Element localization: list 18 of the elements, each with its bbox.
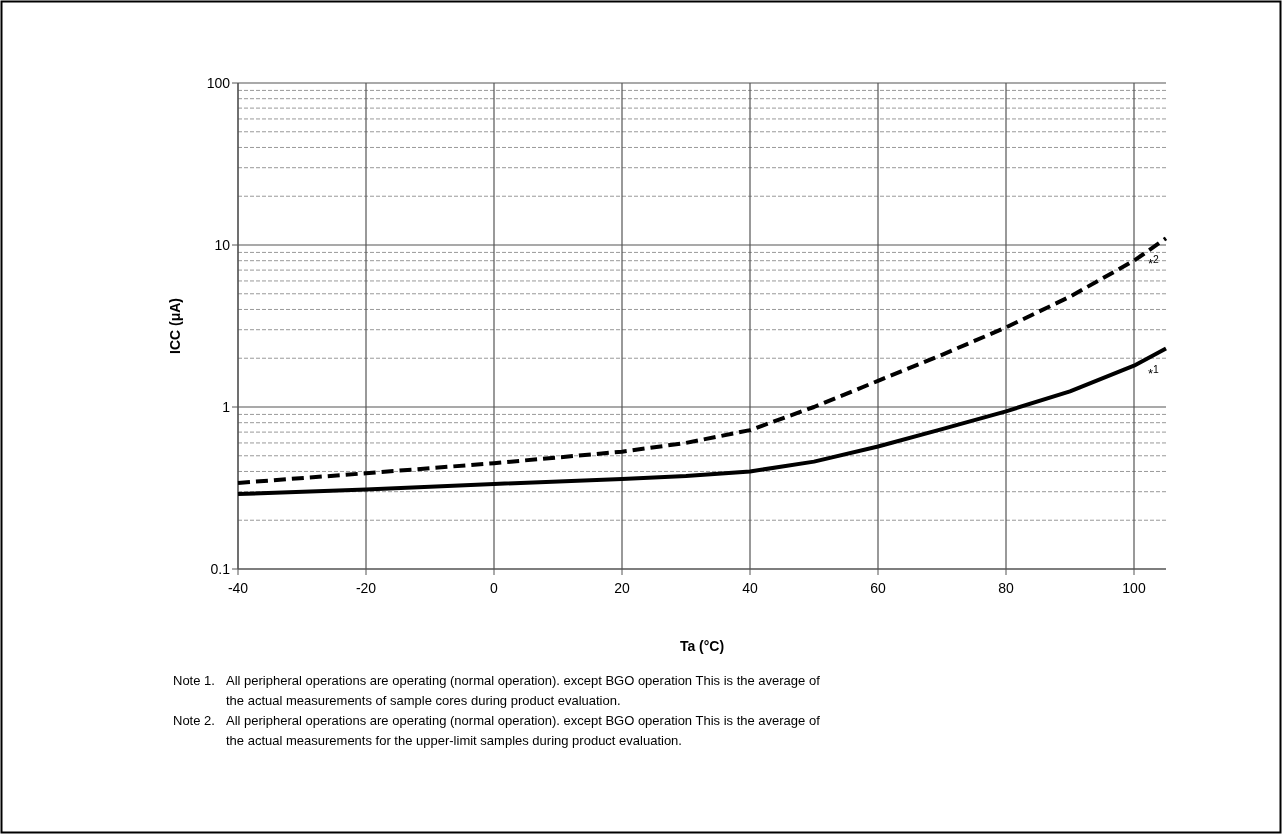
y-axis-title: ICC (μA) [167, 298, 183, 354]
text: Note 2. All peripheral operations are operating (normal operation). except BGO operation This is the average of the actual measurements for the upper-limit samples during product evaluation. [173, 713, 821, 748]
x-tick-label: 100 [1122, 580, 1146, 596]
x-tick-label: -40 [227, 580, 249, 596]
x-tick-label: 40 [742, 580, 758, 596]
annotation: *$^{2}$ [1148, 253, 1160, 272]
x-axis-title: Ta (°C) [679, 638, 725, 654]
x-tick-label: 20 [614, 580, 630, 596]
x-tick-label: 80 [998, 580, 1014, 596]
y-tick-label: 0.1 [210, 560, 231, 577]
x-tick-label: -20 [355, 580, 377, 596]
text: Note 1. All peripheral operations are operating (normal operation). except BGO operation This is the average of the actual measurements of sample cores during product evaluation. [173, 673, 821, 708]
y-tick-label: 1 [222, 398, 231, 415]
y-tick-label: 100 [206, 74, 231, 91]
x-tick-label: 0 [490, 580, 499, 596]
y-tick-label: 10 [214, 236, 231, 253]
annotation: *$^{1}$ [1148, 363, 1160, 382]
x-tick-label: 60 [870, 580, 886, 596]
